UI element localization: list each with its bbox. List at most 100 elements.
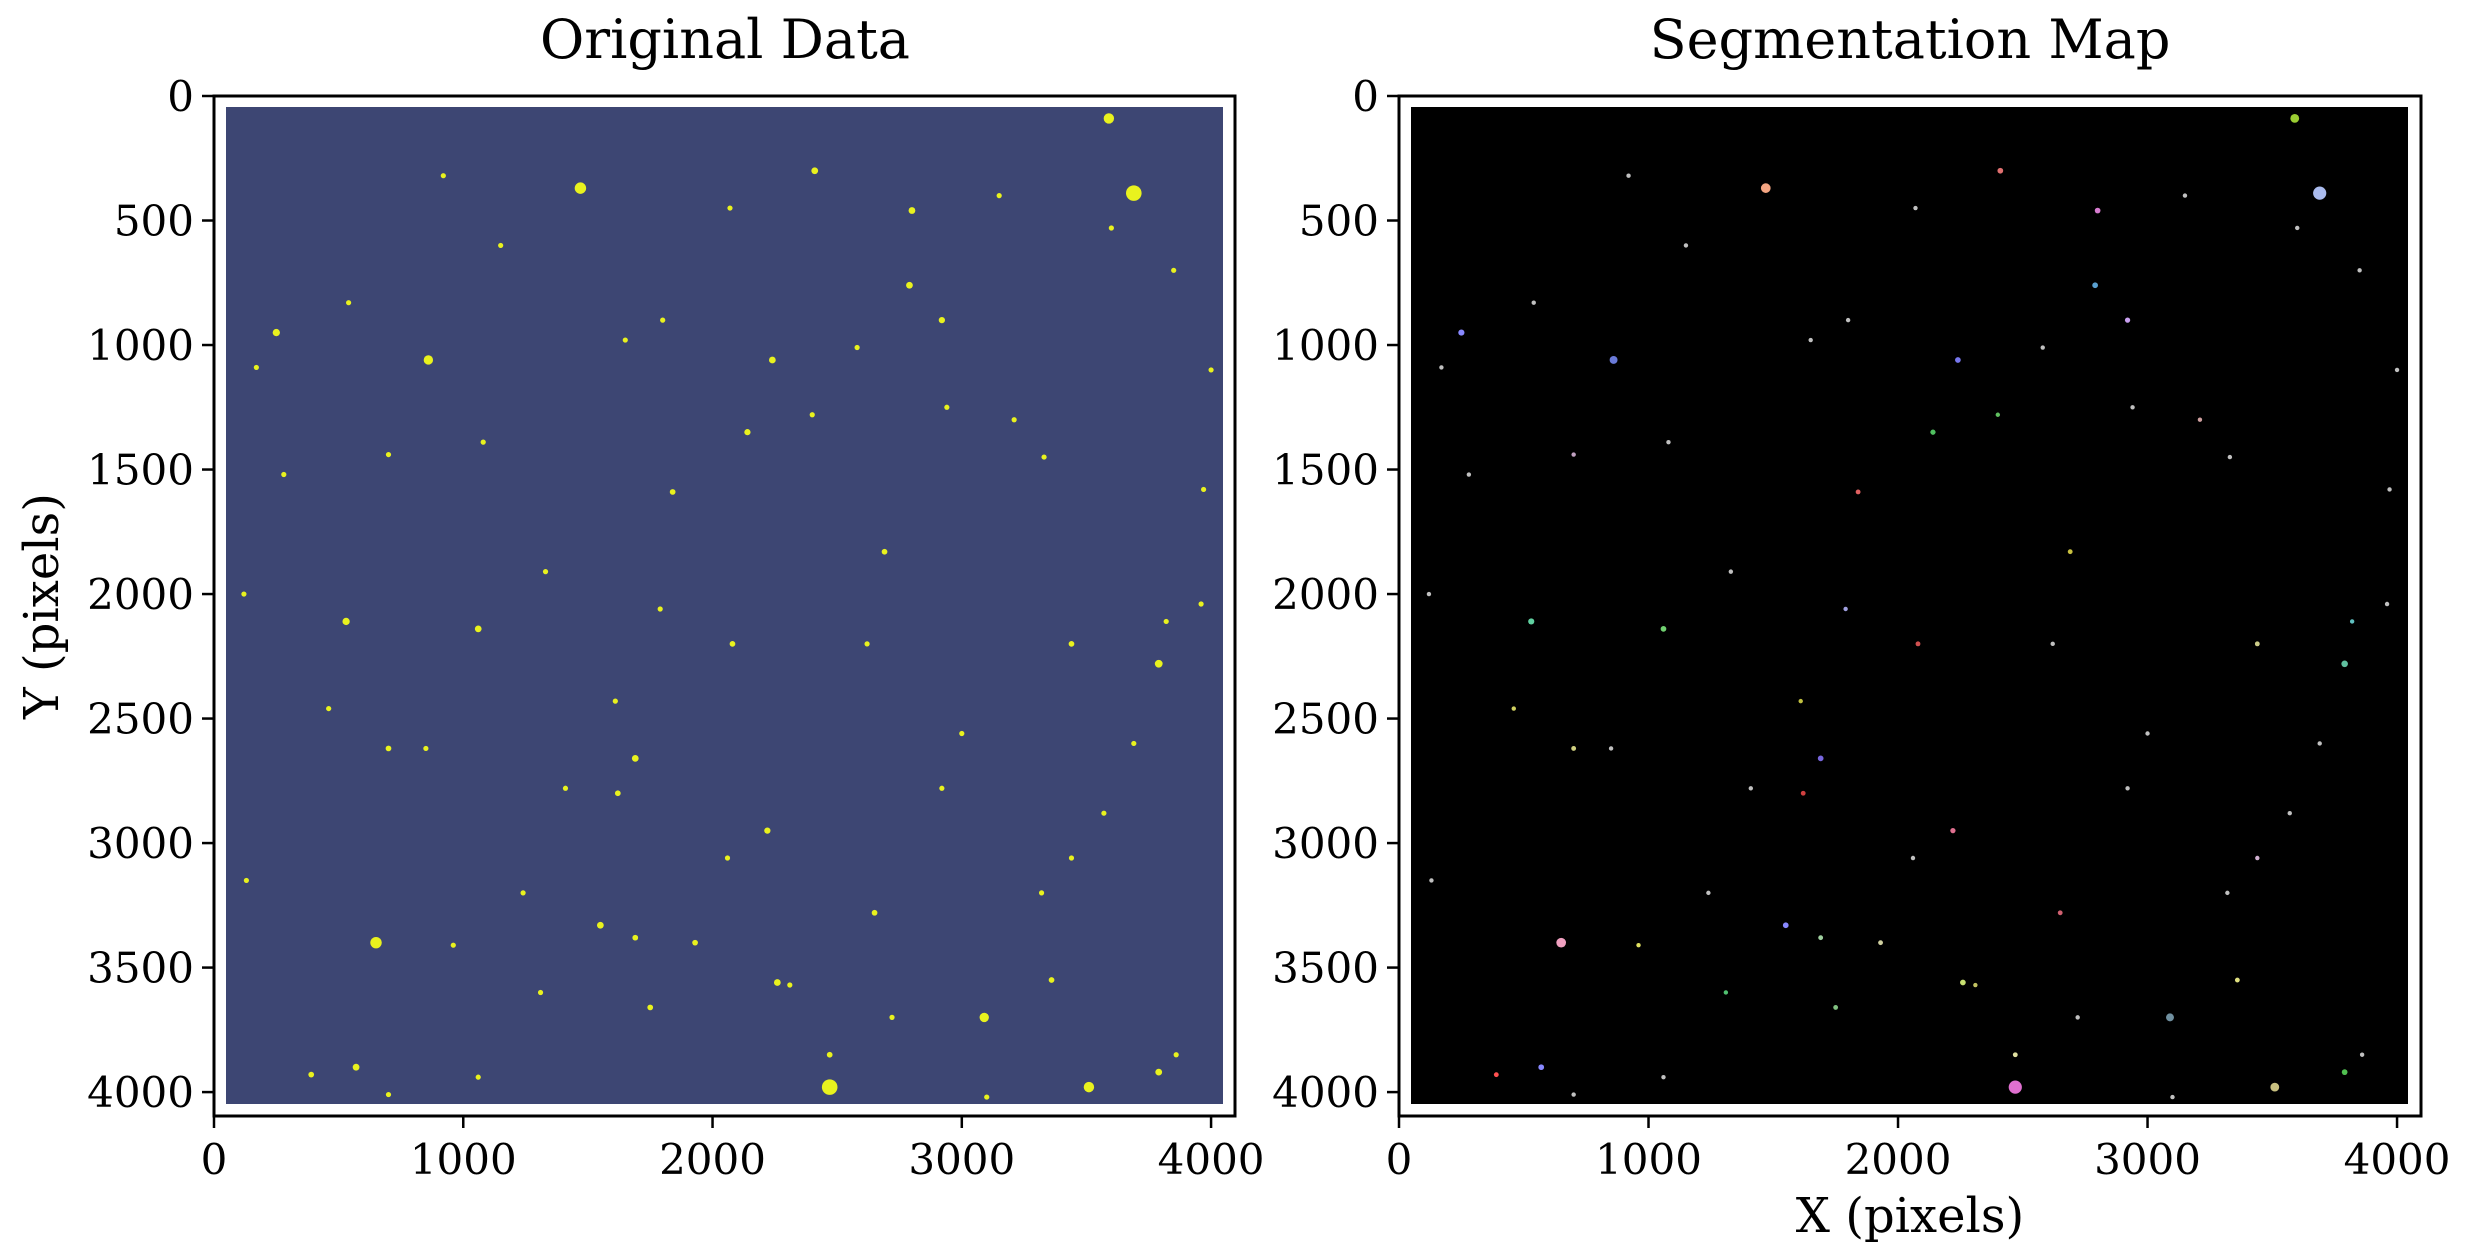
star-source [1011,417,1017,423]
star-source [996,193,1002,199]
segment-label [2125,786,2130,791]
y-ticks: 0 500 1000 1500 2000 2500 3000 3500 4000 [1272,72,1399,1117]
star-source [632,934,639,941]
segment-label [1429,878,1434,883]
star-source [346,300,352,306]
axes-frame [1397,94,2423,1118]
x-tick-label: 4000 [1158,1135,1265,1184]
segment-label [1571,746,1577,751]
panel-title: Segmentation Map [1650,8,2171,71]
segment-label [1808,337,1813,343]
star-source [1163,618,1169,625]
segment-label [1855,489,1861,495]
segment-label [2067,549,2073,555]
segment-label [2145,731,2150,736]
segment-label [1666,439,1671,445]
star-source [253,364,259,371]
y-tick-label: 3000 [1272,819,1379,868]
star-source [352,1063,360,1071]
y-tick-label: 1000 [87,321,194,370]
segment-labels [1426,114,2400,1100]
y-tick-label: 2500 [1272,695,1379,744]
segment-label [2057,910,2063,916]
x-tick-label: 3000 [2094,1135,2201,1184]
axes-frame [212,94,1237,1118]
segment-label [2384,601,2390,607]
panel-segmentation-map: Segmentation Map 0 1000 2000 3000 4000 0 500 1… [1272,8,2450,1244]
x-ticks: 0 1000 2000 3000 4000 [1386,1116,2451,1184]
segment-label [1706,890,1711,896]
star-source [1125,185,1142,201]
star-source [622,337,628,343]
star-source [944,404,950,410]
star-source [475,1074,481,1080]
star-source [1103,113,1115,124]
x-tick-label: 0 [201,1135,228,1184]
star-source [744,429,751,436]
segment-label [1660,626,1667,632]
segment-label [1556,937,1567,948]
x-tick-label: 4000 [2344,1135,2451,1184]
segment-label [1910,855,1916,861]
segment-label [1439,365,1444,370]
star-source [727,205,733,211]
segment-label [1843,606,1848,612]
star-source [1068,855,1075,861]
y-tick-label: 500 [1299,197,1379,246]
star-source [614,790,621,797]
segment-label [1798,698,1803,704]
x-tick-label: 3000 [908,1135,1015,1184]
segment-label [1800,790,1806,796]
segment-label [1609,356,1618,364]
segment-label [2287,810,2292,816]
panel-original-data: Original Data 0 1000 2000 3000 4000 0 500 1000… [14,8,1265,1184]
star-source [657,606,663,612]
star-source [1154,659,1163,668]
y-tick-label: 4000 [87,1068,194,1117]
star-source [939,785,945,791]
segment-label [2094,207,2101,214]
segment-label [2040,345,2045,350]
star-source [612,698,618,704]
star-source [854,344,860,351]
star-source [764,827,771,834]
segment-label [2359,1052,2365,1057]
star-source [241,591,247,597]
segment-label [2225,890,2230,896]
segment-label [1528,618,1535,625]
segment-label [1608,746,1614,751]
segment-label [1458,329,1465,336]
segment-label [2341,1069,2348,1076]
segment-label [2349,619,2355,624]
segment-label [1760,183,1771,193]
star-source [871,909,878,916]
x-tick-label: 0 [1386,1135,1413,1184]
star-source [1041,454,1047,460]
star-source [370,936,382,949]
star-source [1208,367,1214,373]
segment-label [2170,1094,2175,1100]
star-source [243,877,250,884]
segment-label [1960,979,1966,986]
segment-label [2092,282,2098,289]
star-source [440,173,446,179]
star-source [308,1071,315,1078]
star-source [660,317,666,323]
segment-label [2182,193,2188,198]
star-source [474,625,482,633]
star-source [979,1012,989,1023]
star-source [938,317,945,324]
star-source [423,745,429,752]
star-source [385,451,392,458]
star-source [385,745,392,752]
star-source [864,641,870,647]
y-tick-label: 0 [1352,72,1379,121]
y-tick-label: 2000 [1272,570,1379,619]
star-source [809,412,815,418]
segment-label [2357,268,2362,273]
segment-label [1636,942,1641,948]
image-background [1411,107,2408,1104]
star-source [385,1091,392,1098]
segment-label [1683,243,1689,248]
